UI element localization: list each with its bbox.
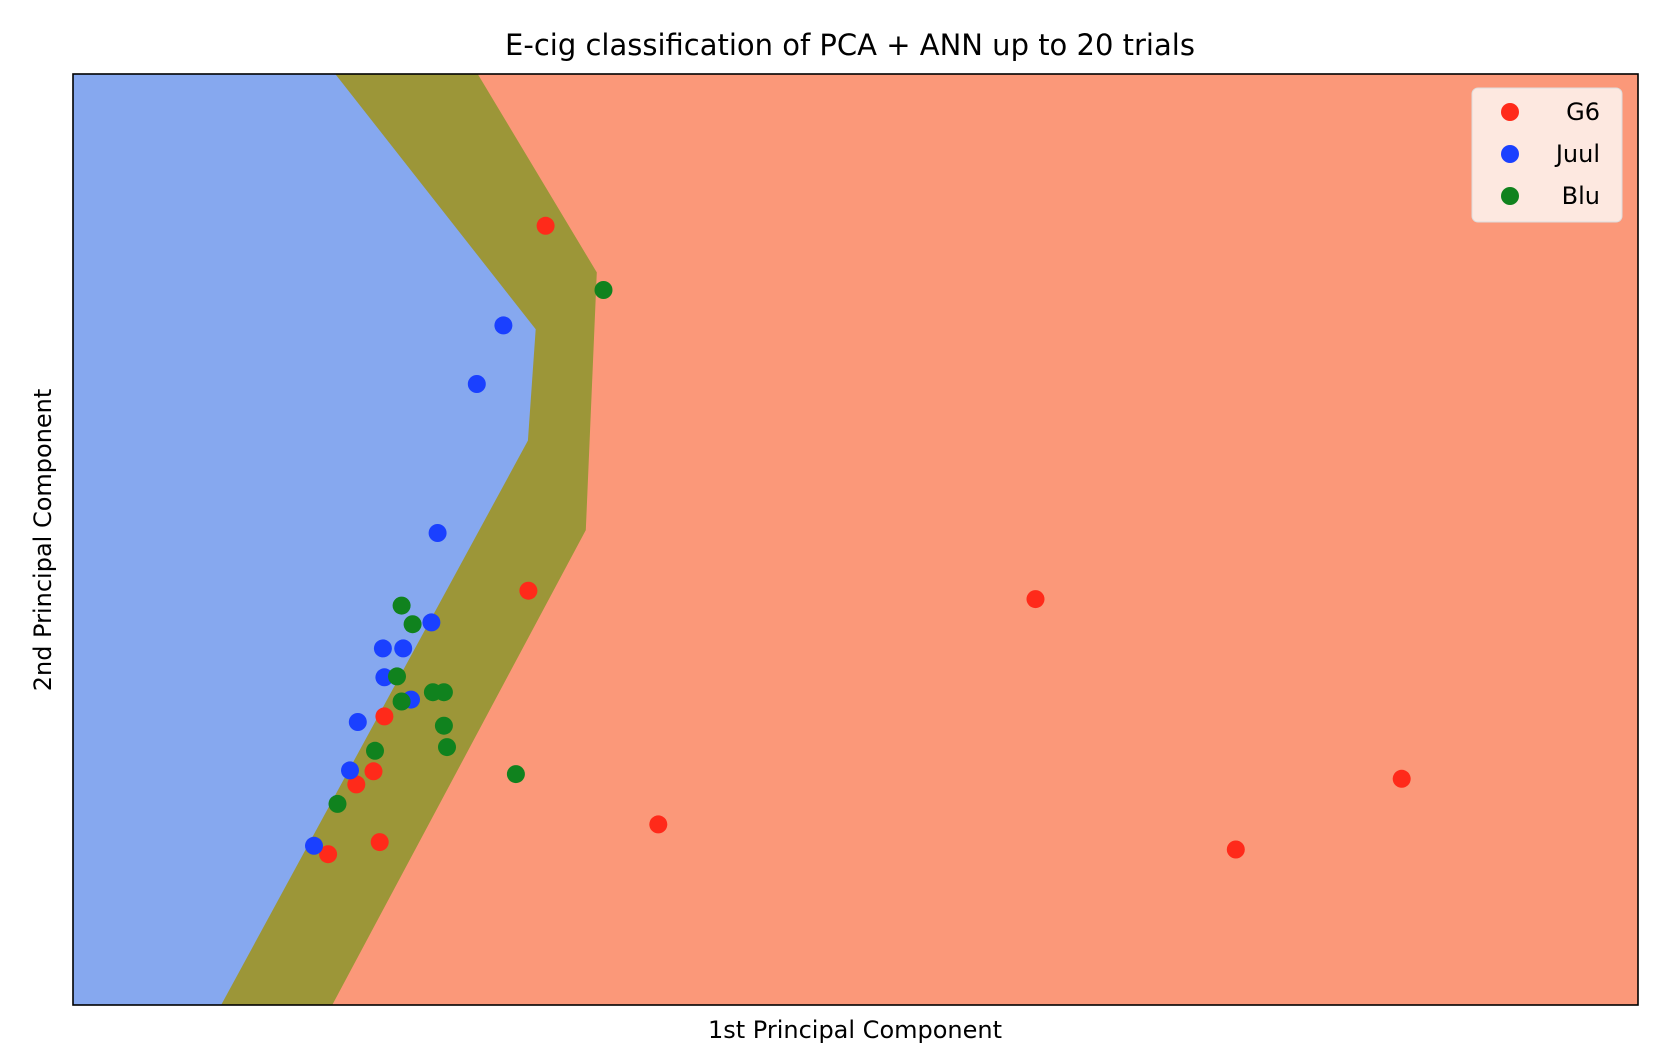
legend-label-g6: G6 [1566, 98, 1600, 126]
point-blu [392, 596, 411, 615]
legend-marker-g6 [1501, 103, 1519, 121]
point-g6 [370, 833, 389, 852]
legend-marker-blu [1501, 187, 1519, 205]
point-g6 [347, 775, 366, 794]
point-juul [494, 316, 513, 335]
point-g6 [536, 216, 555, 235]
y-axis-label: 2nd Principal Component [29, 389, 57, 692]
point-blu [594, 281, 613, 299]
point-blu [392, 692, 411, 711]
point-juul [394, 639, 413, 658]
legend-label-blu: Blu [1562, 182, 1600, 210]
point-blu [434, 716, 453, 735]
point-g6 [319, 845, 338, 864]
legend: G6 Juul Blu [1471, 87, 1623, 223]
point-blu [388, 667, 406, 686]
point-juul [341, 761, 359, 780]
point-juul [422, 613, 441, 632]
point-blu [403, 615, 422, 634]
plot-frame [72, 73, 1639, 1006]
point-g6 [1392, 769, 1411, 788]
decision-regions [72, 73, 1639, 1006]
point-blu [438, 738, 456, 757]
point-g6 [364, 762, 383, 781]
point-g6 [519, 581, 538, 600]
point-juul [305, 836, 323, 855]
legend-marker-juul [1501, 145, 1519, 163]
point-juul [373, 639, 392, 658]
point-g6 [1226, 840, 1245, 859]
chart-title: E-cig classification of PCA + ANN up to … [505, 28, 1195, 62]
data-points [305, 216, 1411, 864]
x-axis-label: 1st Principal Component [708, 1016, 1002, 1044]
legend-label-juul: Juul [1554, 140, 1600, 168]
point-juul [348, 713, 367, 731]
point-juul [467, 375, 486, 393]
point-blu [434, 683, 453, 702]
point-blu [506, 765, 525, 784]
point-juul [428, 524, 447, 542]
point-g6 [649, 815, 668, 834]
point-g6 [1026, 590, 1045, 609]
point-g6 [375, 707, 394, 726]
point-blu [366, 741, 384, 760]
point-blu [328, 794, 347, 813]
